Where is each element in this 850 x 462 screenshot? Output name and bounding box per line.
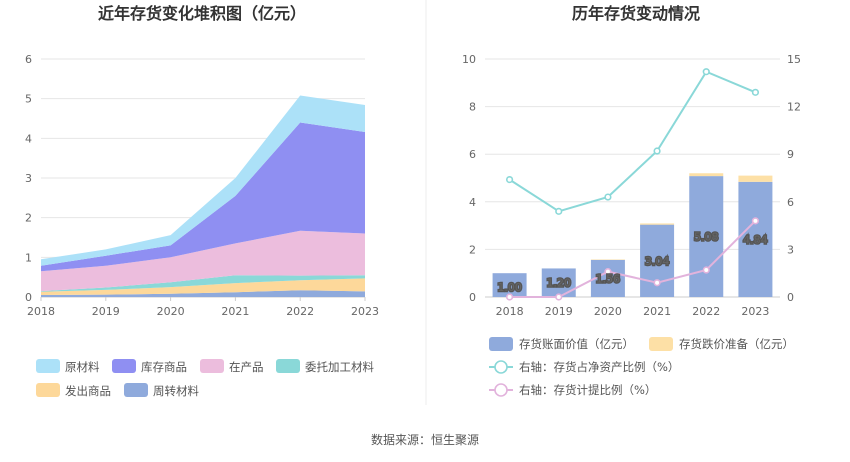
y2-tick-label: 0: [787, 291, 794, 304]
legend-label: 库存商品: [141, 360, 187, 374]
x-tick-label: 2019: [92, 305, 120, 318]
right-right-axis-tick-labels: 0 3 6 9 12 15: [787, 53, 801, 304]
combo-bar-line-chart: 历年存货变动情况 0 2 4 6 8 10 0 3 6 9 12 15 1.00 1.20 1.56 3.…: [462, 4, 801, 397]
y-tick-label: 5: [25, 93, 32, 106]
x-tick-label: 2023: [351, 305, 379, 318]
y-tick-label: 8: [469, 101, 476, 114]
y-tick-label: 4: [469, 196, 476, 209]
line-point: [703, 69, 709, 75]
y2-tick-label: 15: [787, 53, 801, 66]
y2-tick-label: 9: [787, 148, 794, 161]
bar-impairment-reserve: [738, 176, 772, 182]
y-tick-label: 0: [469, 291, 476, 304]
x-tick-label: 2021: [221, 305, 249, 318]
y-tick-label: 4: [25, 132, 32, 145]
bar-value-label: 1.00: [497, 281, 522, 294]
x-tick-label: 2022: [692, 305, 720, 318]
bar-value-label: 1.20: [547, 277, 572, 290]
bar-value-label: 3.04: [645, 255, 670, 268]
left-chart-title: 近年存货变化堆积图（亿元）: [98, 4, 306, 23]
legend-swatch: [489, 337, 513, 351]
right-gridlines: [485, 59, 780, 297]
right-x-tick-labels: 2018 2019 2020 2021 2022 2023: [496, 305, 770, 318]
bar-value-label: 1.56: [596, 272, 621, 285]
legend-label: 在产品: [229, 360, 264, 374]
bar-impairment-reserve: [689, 173, 723, 176]
line-point: [654, 148, 660, 154]
legend-line-marker: [495, 361, 507, 373]
y-tick-label: 2: [469, 243, 476, 256]
y2-tick-label: 12: [787, 101, 801, 114]
legend-swatch: [124, 383, 148, 397]
line-point: [753, 218, 759, 224]
line-point: [703, 267, 709, 273]
right-bar-series: [493, 173, 773, 297]
legend-label: 原材料: [65, 360, 100, 374]
legend-label: 周转材料: [153, 384, 199, 398]
right-bar-value-labels: 1.00 1.20 1.56 3.04 5.08 4.84: [497, 231, 767, 294]
legend-swatch: [36, 383, 60, 397]
right-legend: 存货账面价值（亿元） 存货跌价准备（亿元）右轴：存货占净资产比例（%） 右轴：存货计…: [489, 337, 794, 397]
legend-swatch: [276, 359, 300, 373]
y-tick-label: 10: [462, 53, 476, 66]
left-area-series: [41, 96, 365, 298]
line-point: [654, 280, 660, 286]
legend-label: 右轴：存货计提比例（%）: [519, 383, 656, 397]
line-point: [507, 294, 513, 300]
line-point: [507, 177, 513, 183]
legend-swatch: [36, 359, 60, 373]
legend-swatch: [200, 359, 224, 373]
y-tick-label: 0: [25, 291, 32, 304]
bar-value-label: 5.08: [694, 231, 719, 244]
line-point: [556, 294, 562, 300]
left-x-tick-labels: 2018 2019 2020 2021 2022 2023: [27, 297, 379, 318]
left-y-tick-labels: 0 1 2 3 4 5 6: [25, 53, 32, 304]
legend-label: 右轴：存货占净资产比例（%）: [519, 360, 679, 374]
legend-label: 委托加工材料: [305, 360, 374, 374]
x-tick-label: 2020: [594, 305, 622, 318]
y2-tick-label: 3: [787, 243, 794, 256]
legend-label: 存货账面价值（亿元）: [519, 337, 634, 351]
x-tick-label: 2018: [27, 305, 55, 318]
y2-tick-label: 6: [787, 196, 794, 209]
y-tick-label: 1: [25, 251, 32, 264]
line-point: [753, 90, 759, 96]
y-tick-label: 2: [25, 212, 32, 225]
x-tick-label: 2018: [496, 305, 524, 318]
legend-label: 发出商品: [65, 384, 111, 398]
line-point: [556, 209, 562, 215]
x-tick-label: 2023: [741, 305, 769, 318]
legend-swatch: [112, 359, 136, 373]
y-tick-label: 3: [25, 172, 32, 185]
x-tick-label: 2021: [643, 305, 671, 318]
legend-label: 存货跌价准备（亿元）: [679, 337, 794, 351]
bar-impairment-reserve: [640, 223, 674, 224]
y-tick-label: 6: [469, 148, 476, 161]
bar-value-label: 4.84: [743, 233, 768, 246]
x-tick-label: 2020: [157, 305, 185, 318]
right-chart-title: 历年存货变动情况: [572, 4, 700, 23]
right-left-axis-tick-labels: 0 2 4 6 8 10: [462, 53, 476, 304]
legend-swatch: [649, 337, 673, 351]
data-source-note: 数据来源：恒生聚源: [371, 432, 479, 447]
x-tick-label: 2019: [545, 305, 573, 318]
legend-line-marker: [495, 384, 507, 396]
y-tick-label: 6: [25, 53, 32, 66]
x-tick-label: 2022: [286, 305, 314, 318]
line-point: [605, 194, 611, 200]
